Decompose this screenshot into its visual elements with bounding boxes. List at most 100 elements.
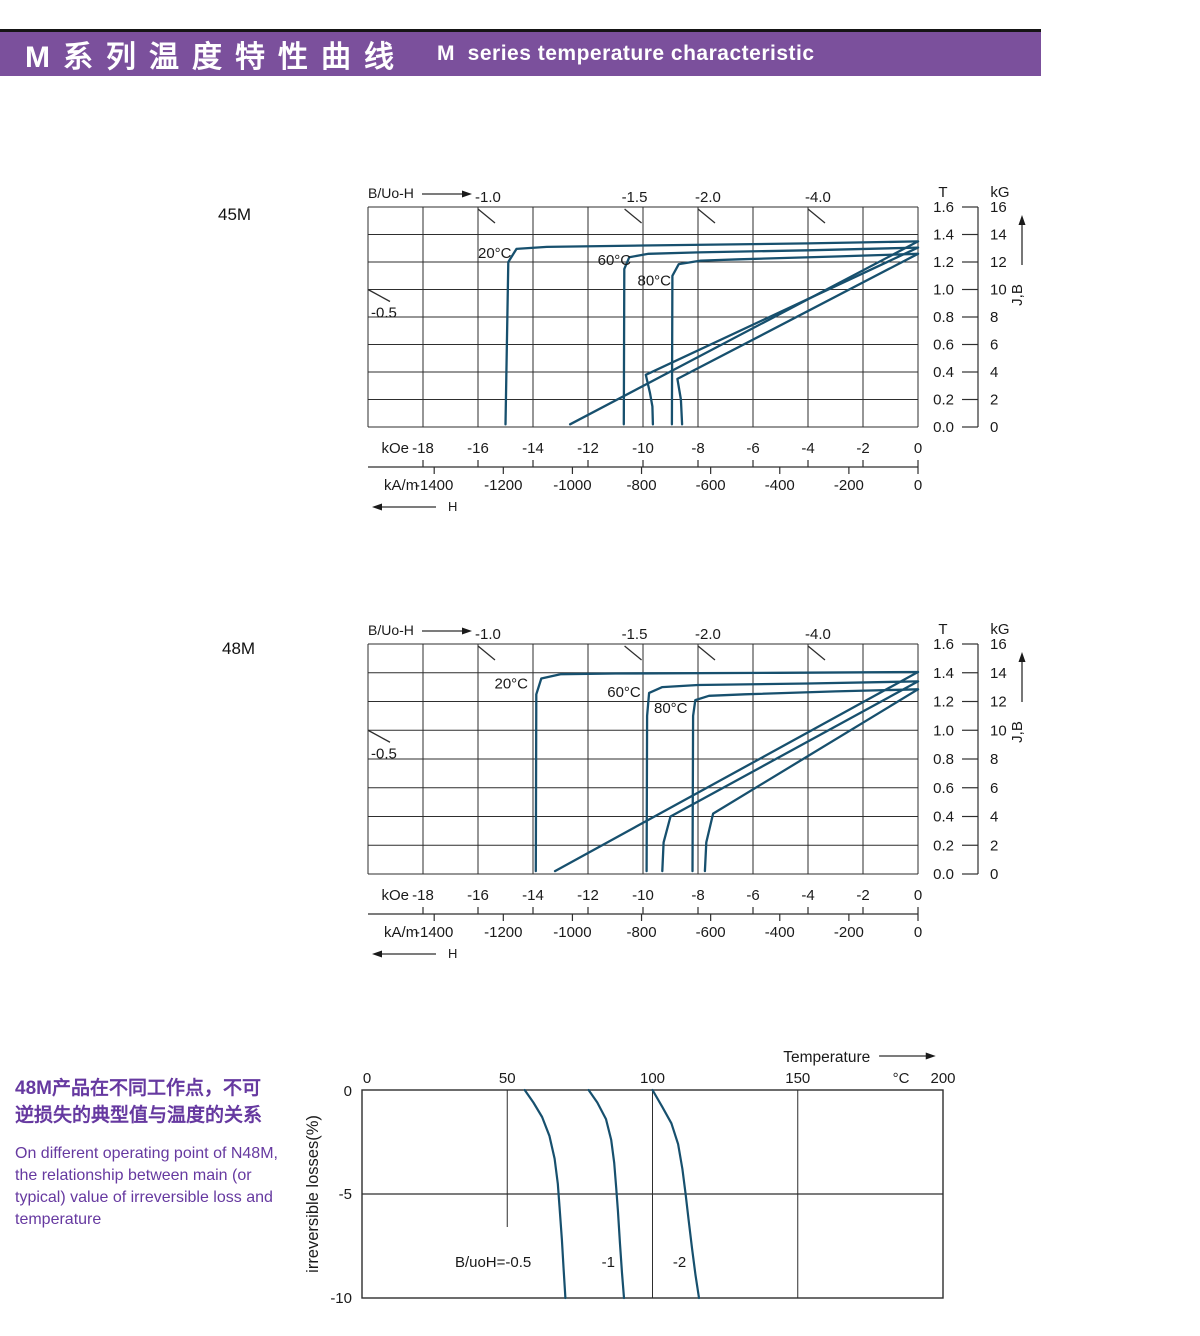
koe-tick-label: -8 bbox=[691, 887, 704, 904]
side-note-en-line1: On different operating point of N48M, bbox=[15, 1145, 278, 1162]
koe-tick-label: -8 bbox=[691, 440, 704, 457]
load-line-tick bbox=[697, 645, 716, 661]
curve-j-80-c bbox=[691, 688, 920, 873]
kg-tick-label: 10 bbox=[990, 722, 1007, 739]
t-tick-label: 0.0 bbox=[933, 866, 954, 883]
load-line-label: -1.5 bbox=[622, 626, 648, 643]
kg-tick-label: 0 bbox=[990, 866, 998, 883]
t-tick-label: 1.4 bbox=[933, 665, 954, 682]
kg-tick-label: 6 bbox=[990, 780, 998, 797]
temp-tick-label: 50 bbox=[499, 1070, 516, 1087]
temp-tick-label: 100 bbox=[640, 1070, 665, 1087]
side-note-en-line3: typical) value of irreversible loss and bbox=[15, 1189, 273, 1206]
kam-tick-label: -1200 bbox=[484, 477, 522, 494]
t-tick-label: 0.4 bbox=[933, 809, 954, 826]
load-line-label: -4.0 bbox=[805, 626, 831, 643]
buoh-label: B/Uo-H bbox=[368, 185, 414, 201]
load-line-tick bbox=[697, 208, 716, 224]
load-line-label: -0.5 bbox=[371, 745, 397, 762]
arrow-head-icon bbox=[1018, 652, 1026, 662]
koe-tick-label: -14 bbox=[522, 887, 544, 904]
h-axis-label: H bbox=[448, 946, 457, 961]
curve-j-60-c bbox=[622, 246, 920, 426]
kg-axis-header: kG bbox=[990, 184, 1009, 201]
kam-tick-label: -1200 bbox=[484, 924, 522, 941]
kam-tick-label: 0 bbox=[914, 924, 922, 941]
curve-label: B/uoH=-0.5 bbox=[455, 1254, 531, 1271]
arrow-head-icon bbox=[372, 950, 382, 958]
temperature-label: 60°C bbox=[607, 684, 641, 701]
kg-tick-label: 12 bbox=[990, 694, 1007, 711]
load-line-label: -1.0 bbox=[475, 626, 501, 643]
kam-unit-label: kA/m bbox=[384, 924, 418, 941]
loss-curve bbox=[587, 1088, 626, 1300]
t-axis-header: T bbox=[938, 184, 947, 201]
t-axis-header: T bbox=[938, 621, 947, 638]
celsius-unit-label: °C bbox=[893, 1070, 910, 1087]
t-tick-label: 1.6 bbox=[933, 199, 954, 216]
load-line-tick bbox=[807, 208, 826, 224]
side-note-zh-line1: 48M产品在不同工作点，不可 bbox=[15, 1078, 261, 1099]
koe-unit-label: kOe bbox=[381, 887, 409, 904]
kam-tick-label: -1400 bbox=[415, 924, 453, 941]
loss-curve bbox=[651, 1088, 701, 1300]
t-tick-label: 0.0 bbox=[933, 419, 954, 436]
load-line-tick bbox=[367, 729, 391, 743]
temperature-label: 80°C bbox=[654, 700, 688, 717]
t-tick-label: 1.0 bbox=[933, 722, 954, 739]
t-tick-label: 0.2 bbox=[933, 392, 954, 409]
kam-tick-label: -400 bbox=[765, 924, 795, 941]
kam-tick-label: -800 bbox=[627, 924, 657, 941]
header-banner: M系列温度特性曲线 M series temperature character… bbox=[0, 32, 1041, 76]
kam-tick-label: -800 bbox=[627, 477, 657, 494]
arrow-head-icon bbox=[925, 1052, 936, 1060]
loss-tick-label: 0 bbox=[344, 1083, 352, 1100]
grade-label-45m: 45M bbox=[218, 205, 252, 224]
curve-b-60-c bbox=[661, 680, 920, 873]
kg-tick-label: 16 bbox=[990, 636, 1007, 653]
curve-j-80-c bbox=[670, 252, 920, 426]
curve-j-20-c bbox=[504, 240, 920, 426]
koe-tick-label: -6 bbox=[746, 887, 759, 904]
t-tick-label: 0.8 bbox=[933, 309, 954, 326]
side-note-zh-line2: 逆损失的典型值与温度的关系 bbox=[15, 1105, 263, 1126]
kg-tick-label: 10 bbox=[990, 282, 1007, 299]
chart-48m-demagnetization: B/Uo-H -1.0 -1.5 -2.0 -4.0 -0.5 20°C 60°C 80°C 1.… bbox=[367, 621, 1026, 961]
page-title-en: M series temperature characteristic bbox=[437, 42, 815, 65]
kam-tick-label: -200 bbox=[834, 924, 864, 941]
koe-tick-label: -12 bbox=[577, 440, 599, 457]
arrow-head-icon bbox=[372, 503, 382, 511]
t-tick-label: 0.6 bbox=[933, 780, 954, 797]
koe-tick-label: -16 bbox=[467, 440, 489, 457]
kg-tick-label: 4 bbox=[990, 364, 998, 381]
kg-tick-label: 14 bbox=[990, 665, 1007, 682]
load-line-label: -2.0 bbox=[695, 189, 721, 206]
jb-axis-label: J,B bbox=[1009, 721, 1026, 743]
temperature-label: 80°C bbox=[638, 272, 672, 289]
page-title-zh: M系列温度特性曲线 bbox=[25, 41, 407, 74]
loss-curve bbox=[523, 1088, 567, 1300]
kg-tick-label: 12 bbox=[990, 254, 1007, 271]
koe-tick-label: 0 bbox=[914, 887, 922, 904]
loss-axis-title: irreversible losses(%) bbox=[304, 1115, 322, 1273]
koe-tick-label: -4 bbox=[801, 887, 814, 904]
arrow-head-icon bbox=[462, 627, 472, 635]
load-line-label: -2.0 bbox=[695, 626, 721, 643]
h-axis-label: H bbox=[448, 499, 457, 514]
kg-tick-label: 2 bbox=[990, 837, 998, 854]
load-line-tick bbox=[807, 645, 826, 661]
kg-tick-label: 0 bbox=[990, 419, 998, 436]
kg-tick-label: 16 bbox=[990, 199, 1007, 216]
temperature-label: 20°C bbox=[478, 245, 512, 262]
curve-b-60-c bbox=[644, 246, 920, 426]
koe-unit-label: kOe bbox=[381, 440, 409, 457]
koe-tick-label: -2 bbox=[856, 887, 869, 904]
kam-tick-label: -600 bbox=[696, 924, 726, 941]
temp-tick-label: 150 bbox=[785, 1070, 810, 1087]
koe-tick-label: -14 bbox=[522, 440, 544, 457]
kg-tick-label: 8 bbox=[990, 751, 998, 768]
kam-tick-label: -1000 bbox=[553, 924, 591, 941]
koe-tick-label: -18 bbox=[412, 440, 434, 457]
jb-axis-label: J,B bbox=[1009, 284, 1026, 306]
